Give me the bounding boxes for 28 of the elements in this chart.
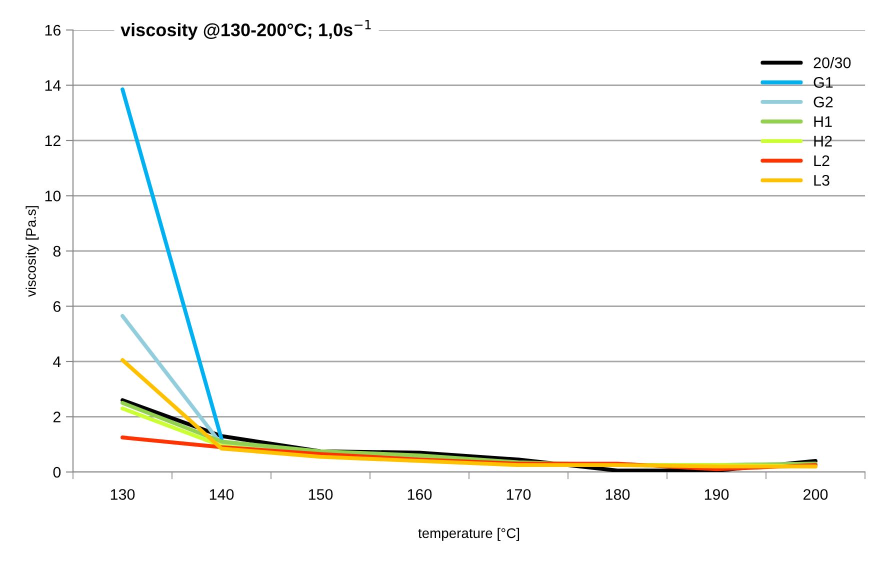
x-tick-label: 130 xyxy=(110,489,135,500)
x-tick-label: 170 xyxy=(506,489,531,500)
legend-label: H2 xyxy=(814,136,832,146)
x-tick-label: 200 xyxy=(804,489,828,500)
y-tick-label: 16 xyxy=(45,24,61,36)
y-tick-label: 0 xyxy=(53,466,61,478)
legend-label: 20/30 xyxy=(814,57,851,68)
y-tick-label: 14 xyxy=(45,80,61,91)
y-tick-label: 8 xyxy=(53,246,61,257)
line-series xyxy=(120,358,818,468)
x-tick-label: 190 xyxy=(704,489,729,500)
y-axis-title: viscosity [Pa.s] xyxy=(26,206,39,297)
y-tick-label: 4 xyxy=(53,356,61,368)
y-tick-label: 12 xyxy=(45,135,60,146)
x-tick-label: 150 xyxy=(308,489,333,500)
legend-label: L2 xyxy=(814,155,830,166)
x-tick-label: 160 xyxy=(408,489,432,500)
legend-label: H1 xyxy=(814,116,832,127)
y-tick-label: 2 xyxy=(53,412,60,422)
chart-title: viscosity @130-200°C; 1,0s$^{−1}$ xyxy=(120,20,371,40)
legend-label: G1 xyxy=(814,77,833,88)
x-tick-label: 180 xyxy=(606,489,630,500)
legend-label: G2 xyxy=(814,96,833,108)
legend-label: L3 xyxy=(814,174,830,186)
y-tick-label: 10 xyxy=(45,190,61,202)
x-axis-title: temperature [°C] xyxy=(418,528,520,541)
y-tick-label: 6 xyxy=(53,301,61,312)
x-tick-label: 140 xyxy=(210,489,234,500)
